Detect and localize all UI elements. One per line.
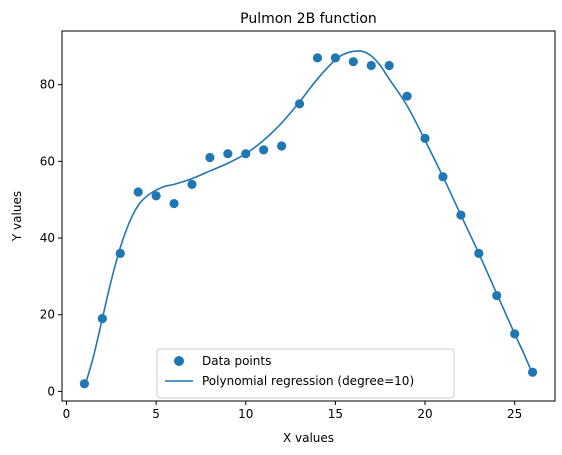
data-point	[474, 248, 484, 258]
data-point	[510, 329, 520, 339]
plot-marks	[79, 50, 538, 389]
y-tick-label: 0	[47, 384, 55, 398]
legend-box	[156, 348, 455, 399]
y-tick-label: 60	[40, 154, 55, 168]
data-point	[492, 290, 502, 301]
data-point	[223, 149, 233, 159]
data-point	[366, 60, 376, 71]
data-point	[151, 191, 161, 201]
legend-label-data-points: Data points	[202, 354, 271, 368]
data-point	[312, 53, 323, 63]
data-point	[384, 60, 394, 71]
data-point	[420, 133, 430, 143]
data-point	[348, 57, 358, 67]
x-tick-label: 10	[238, 407, 253, 421]
data-point	[456, 210, 466, 220]
x-tick-label: 0	[63, 407, 71, 421]
y-tick-label: 80	[40, 78, 55, 92]
y-tick-label: 20	[40, 308, 55, 322]
y-axis-label: Y values	[10, 191, 24, 242]
data-point	[402, 91, 412, 101]
chart-title: Pulmon 2B function	[240, 11, 377, 27]
data-point	[133, 187, 143, 197]
plot-frame	[61, 30, 556, 402]
y-tick-label: 40	[40, 231, 55, 245]
legend: Data points Polynomial regression (degre…	[156, 348, 455, 399]
data-point	[79, 379, 90, 389]
y-axis-ticks: 0 20 40 60 80	[40, 78, 62, 398]
data-point	[438, 172, 448, 182]
data-point	[330, 53, 340, 63]
data-point	[115, 248, 125, 258]
x-tick-label: 5	[152, 407, 160, 421]
data-point	[169, 198, 179, 209]
legend-marker-data-points	[174, 356, 184, 366]
x-tick-label: 15	[328, 407, 343, 421]
data-point	[187, 179, 197, 189]
data-point	[241, 149, 251, 159]
data-point	[294, 99, 305, 109]
x-tick-label: 25	[507, 407, 522, 421]
data-point	[277, 141, 287, 151]
x-tick-label: 20	[417, 407, 432, 421]
data-point	[97, 313, 107, 324]
data-point	[259, 145, 269, 155]
data-point	[527, 367, 538, 377]
legend-label-regression-line: Polynomial regression (degree=10)	[202, 374, 414, 388]
x-axis-ticks: 0 5 10 15 20 25	[63, 401, 522, 421]
data-point	[205, 152, 215, 163]
x-axis-label: X values	[283, 431, 334, 445]
